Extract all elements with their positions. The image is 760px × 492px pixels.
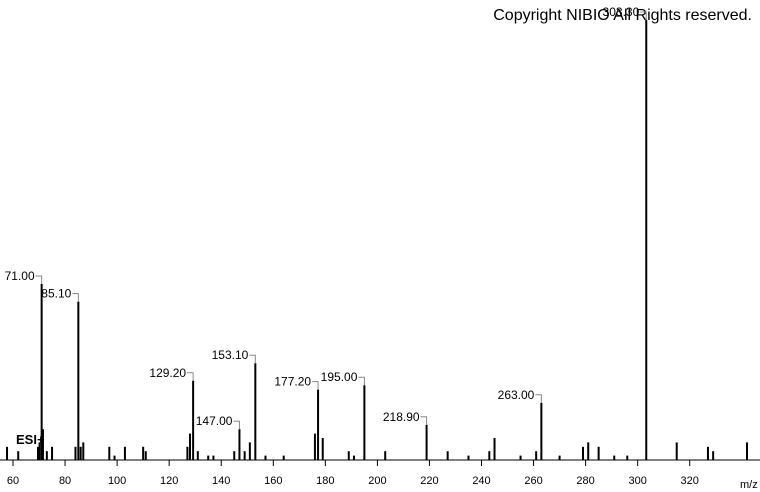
x-tick-label: 260 [524,475,542,487]
label-bracket [72,293,79,302]
label-bracket [312,381,319,390]
x-tick-label: 60 [7,475,19,487]
peak-label: 303.30 [603,5,640,19]
x-tick-label: 300 [628,475,646,487]
x-tick-label: 100 [108,475,126,487]
label-bracket [35,275,43,284]
peak-label: 177.20 [274,375,311,389]
x-tick-label: 140 [212,475,230,487]
peak-label: 85.10 [41,287,71,301]
label-bracket [249,354,256,364]
x-tick-label: 280 [576,475,594,487]
x-tick-label: 160 [264,475,282,487]
peak-label: 218.90 [383,410,420,424]
peak-label: 263.00 [498,388,535,402]
label-bracket [358,376,365,386]
x-tick-label: 200 [368,475,386,487]
x-tick-label: 320 [681,475,699,487]
x-tick-label: 240 [472,475,490,487]
peak-label: 147.00 [196,414,233,428]
x-tick-label: 120 [160,475,178,487]
chart-title: Copyright NIBIO All Rights reserved. [493,7,752,24]
label-bracket [640,11,647,20]
label-bracket [420,416,428,425]
x-tick-label: 180 [316,475,334,487]
peak-label: 129.20 [149,366,186,380]
label-bracket [187,372,194,381]
peak-label: 71.00 [5,269,35,283]
x-tick-label: 80 [59,475,71,487]
label-bracket [535,394,542,403]
peak-label: 153.10 [212,348,249,362]
x-axis-label: m/z [740,479,758,491]
label-bracket [233,420,240,430]
annotation: ESI+ [16,432,45,447]
peak-label: 195.00 [321,370,358,384]
x-tick-label: 220 [420,475,438,487]
